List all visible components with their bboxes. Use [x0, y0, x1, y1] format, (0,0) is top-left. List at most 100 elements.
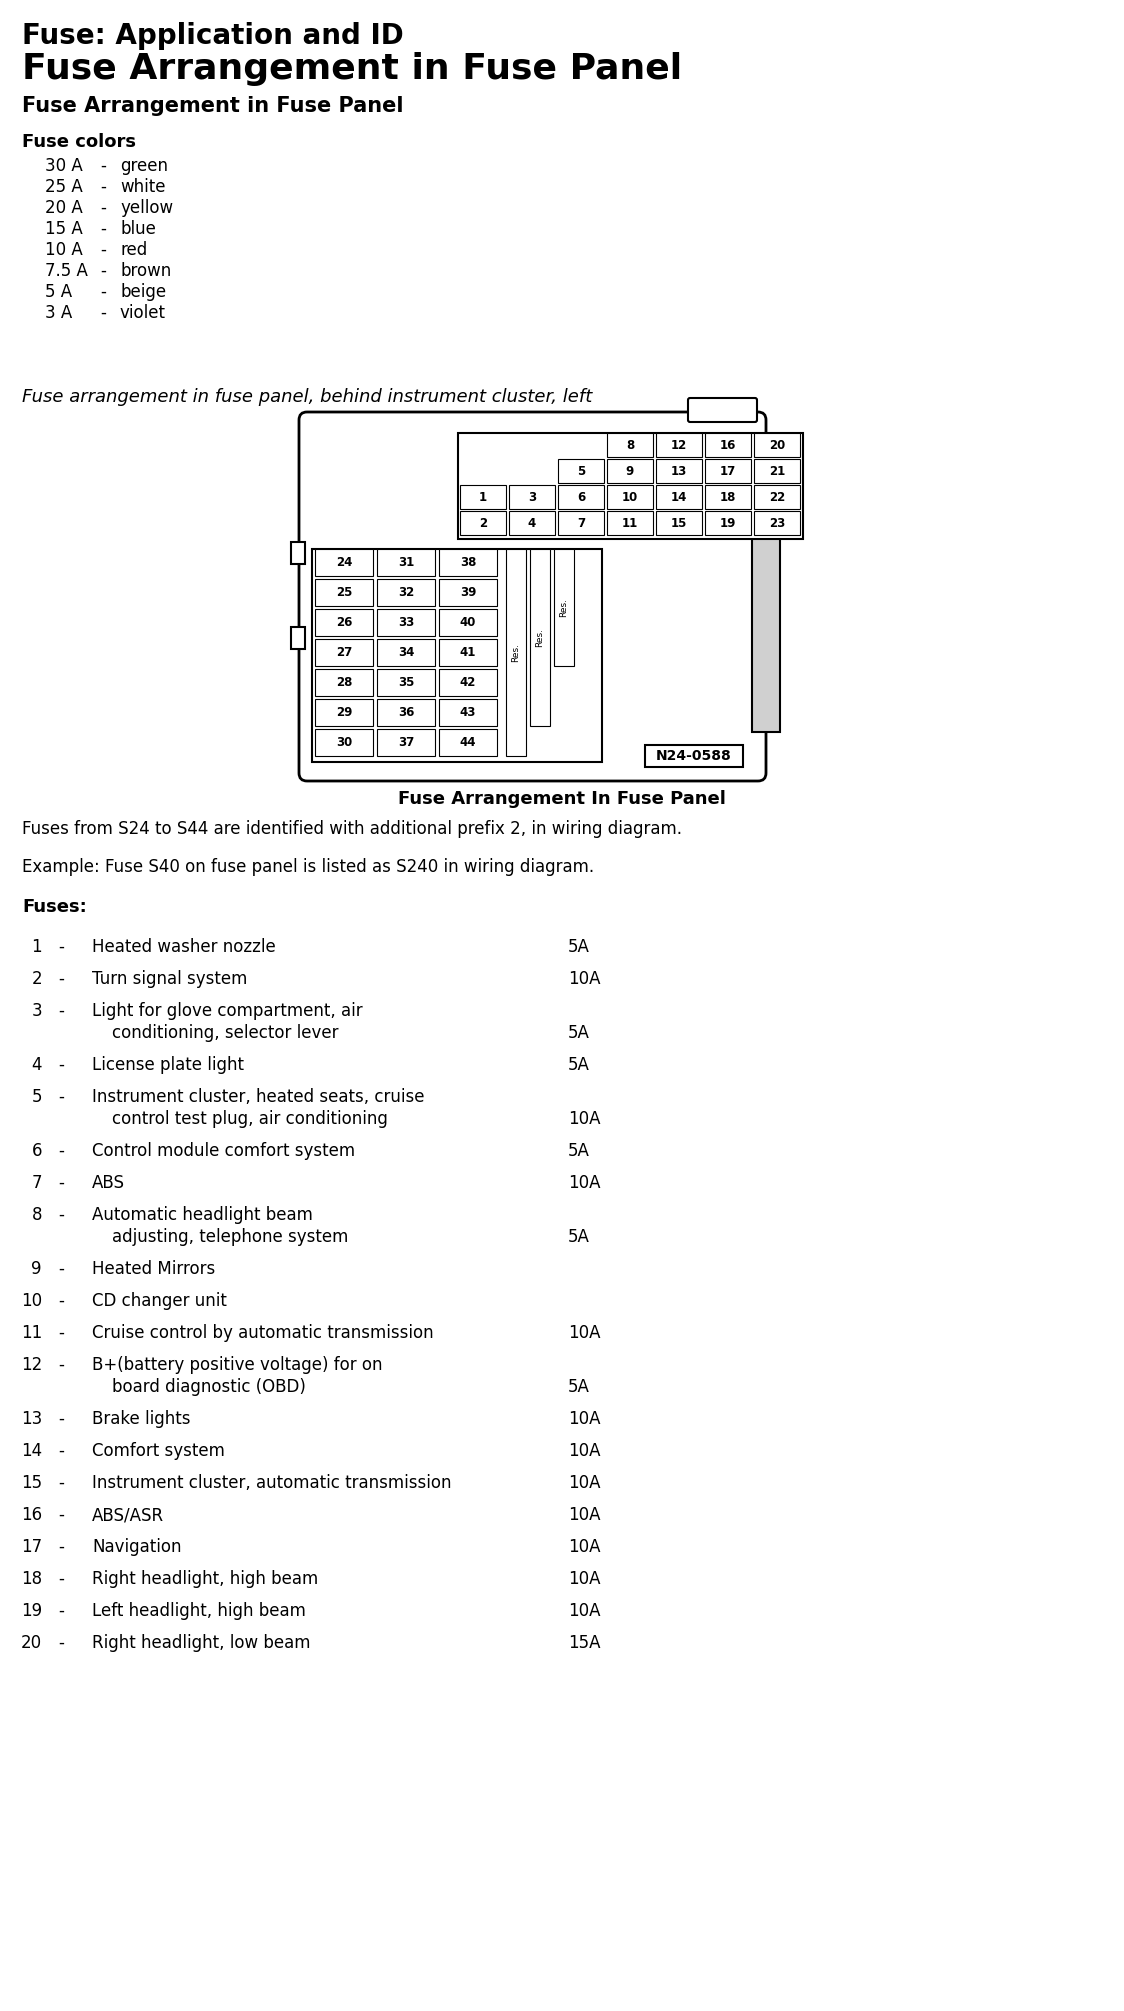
Text: 10A: 10A: [568, 1538, 600, 1557]
Text: 44: 44: [460, 736, 477, 748]
Text: 20: 20: [21, 1635, 42, 1651]
Text: control test plug, air conditioning: control test plug, air conditioning: [112, 1110, 388, 1128]
Bar: [656, 459, 702, 483]
Text: Fuse colors: Fuse colors: [22, 133, 136, 151]
Text: 5A: 5A: [568, 937, 590, 955]
Text: 28: 28: [336, 676, 352, 690]
Text: board diagnostic (OBD): board diagnostic (OBD): [112, 1378, 306, 1396]
Text: 32: 32: [398, 585, 414, 599]
Text: 6: 6: [31, 1142, 42, 1160]
Bar: [607, 485, 653, 509]
Bar: [607, 511, 653, 535]
Text: Left headlight, high beam: Left headlight, high beam: [92, 1603, 306, 1621]
Bar: [315, 670, 373, 696]
Text: 18: 18: [719, 491, 736, 503]
Text: Comfort system: Comfort system: [92, 1442, 225, 1460]
Text: 25 A: 25 A: [45, 179, 83, 195]
Text: 20: 20: [769, 438, 786, 452]
Text: -: -: [100, 219, 106, 237]
Text: 5A: 5A: [568, 1142, 590, 1160]
Text: 2: 2: [31, 969, 42, 987]
Bar: [752, 525, 780, 732]
Text: -: -: [100, 241, 106, 259]
Bar: [377, 670, 435, 696]
Text: 39: 39: [460, 585, 477, 599]
Bar: [607, 432, 653, 456]
Text: beige: beige: [120, 284, 166, 302]
Text: 8: 8: [31, 1207, 42, 1225]
Text: 26: 26: [336, 615, 352, 629]
Bar: [439, 730, 497, 756]
Text: 7.5 A: 7.5 A: [45, 261, 88, 280]
Text: Fuses:: Fuses:: [22, 899, 87, 915]
Text: Control module comfort system: Control module comfort system: [92, 1142, 355, 1160]
Bar: [377, 579, 435, 605]
Text: Heated Mirrors: Heated Mirrors: [92, 1261, 216, 1279]
Bar: [377, 730, 435, 756]
Bar: [377, 639, 435, 666]
Bar: [439, 609, 497, 635]
Text: 10: 10: [21, 1291, 42, 1309]
Text: -: -: [100, 261, 106, 280]
Text: 14: 14: [21, 1442, 42, 1460]
Text: 15 A: 15 A: [45, 219, 83, 237]
Text: 37: 37: [398, 736, 414, 748]
Text: 11: 11: [622, 517, 638, 529]
Bar: [656, 485, 702, 509]
Text: 9: 9: [626, 465, 634, 477]
Text: -: -: [58, 1442, 64, 1460]
Text: -: -: [100, 179, 106, 195]
Text: Res.: Res.: [535, 627, 544, 648]
Bar: [312, 549, 602, 762]
Text: 4: 4: [528, 517, 536, 529]
Text: 24: 24: [336, 555, 352, 569]
Bar: [509, 485, 555, 509]
Text: 10A: 10A: [568, 1323, 600, 1341]
Text: 6: 6: [577, 491, 586, 503]
Text: 29: 29: [336, 706, 352, 720]
Text: 5A: 5A: [568, 1024, 590, 1042]
Bar: [315, 639, 373, 666]
Text: 16: 16: [21, 1506, 42, 1524]
Text: 43: 43: [460, 706, 477, 720]
Text: 41: 41: [460, 646, 477, 660]
Text: 10A: 10A: [568, 1603, 600, 1621]
Text: 3 A: 3 A: [45, 304, 72, 322]
Text: 19: 19: [21, 1603, 42, 1621]
Text: 25: 25: [336, 585, 352, 599]
Text: -: -: [58, 1291, 64, 1309]
Text: 10A: 10A: [568, 1474, 600, 1492]
Text: -: -: [58, 1261, 64, 1279]
Text: 13: 13: [671, 465, 687, 477]
Text: -: -: [58, 1088, 64, 1106]
Text: 10A: 10A: [568, 1571, 600, 1589]
Text: 19: 19: [719, 517, 736, 529]
Text: License plate light: License plate light: [92, 1056, 244, 1074]
Text: Light for glove compartment, air: Light for glove compartment, air: [92, 1001, 363, 1020]
Text: white: white: [120, 179, 165, 195]
Text: -: -: [58, 1207, 64, 1225]
Text: B+(battery positive voltage) for on: B+(battery positive voltage) for on: [92, 1355, 382, 1374]
Text: -: -: [58, 1174, 64, 1193]
Text: -: -: [58, 1603, 64, 1621]
Bar: [439, 670, 497, 696]
Text: -: -: [100, 199, 106, 217]
Text: Fuse Arrangement In Fuse Panel: Fuse Arrangement In Fuse Panel: [398, 790, 726, 808]
Text: 10A: 10A: [568, 969, 600, 987]
Text: ABS: ABS: [92, 1174, 125, 1193]
Bar: [558, 459, 604, 483]
Text: -: -: [58, 1001, 64, 1020]
Text: N24-0588: N24-0588: [656, 748, 732, 762]
Text: -: -: [58, 937, 64, 955]
Bar: [656, 511, 702, 535]
Bar: [754, 432, 800, 456]
Text: 5 A: 5 A: [45, 284, 72, 302]
Text: Fuses from S24 to S44 are identified with additional prefix 2, in wiring diagram: Fuses from S24 to S44 are identified wit…: [22, 820, 682, 839]
Bar: [506, 549, 526, 756]
Text: brown: brown: [120, 261, 171, 280]
Text: -: -: [58, 1056, 64, 1074]
Text: 12: 12: [20, 1355, 42, 1374]
Text: 5: 5: [577, 465, 586, 477]
Text: 40: 40: [460, 615, 477, 629]
Text: 1: 1: [31, 937, 42, 955]
